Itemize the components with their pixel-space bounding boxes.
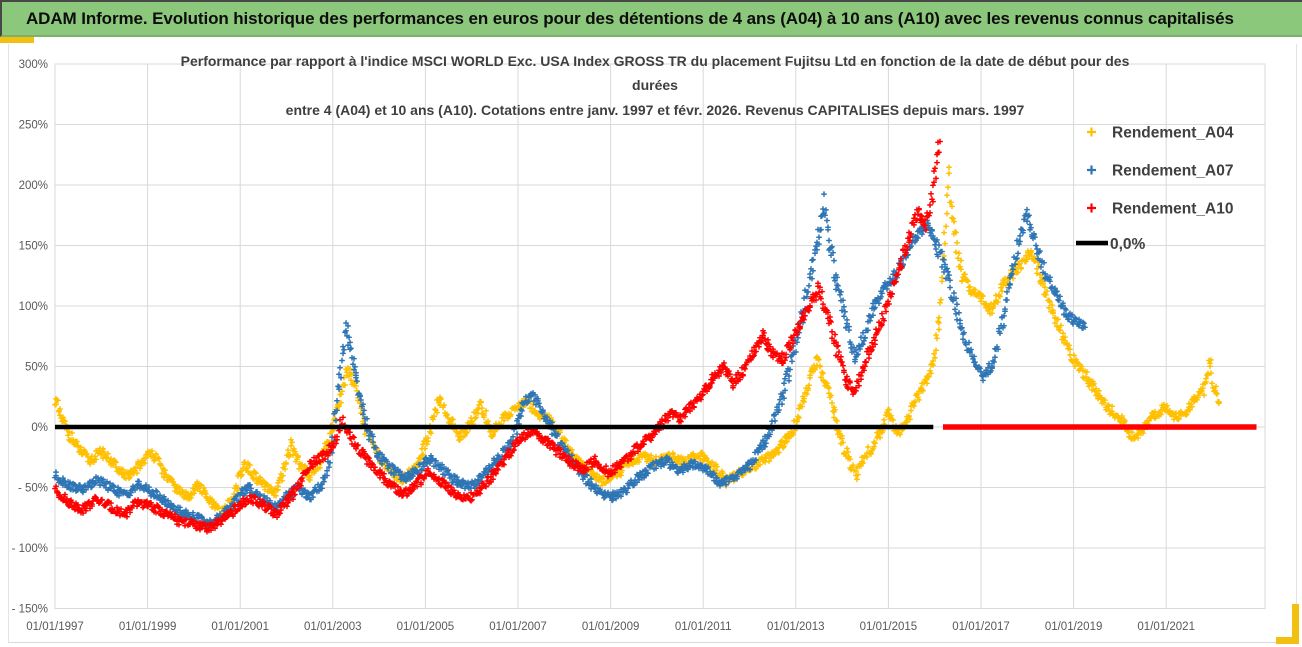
y-axis-tick-label: 50% <box>25 362 48 374</box>
x-axis-tick-label: 01/01/2013 <box>767 621 825 633</box>
axis-labels: 300% 250% 200% 150% 100% 50% 0% - 50% - 100% - 15… <box>12 59 1195 633</box>
legend-item-zero-line: 0,0% <box>1076 236 1146 253</box>
gold-accent-corner-horizontal <box>1276 637 1299 644</box>
x-axis-tick-label: 01/01/2007 <box>489 621 547 633</box>
x-axis-tick-label: 01/01/2011 <box>675 621 732 633</box>
chart-frame-right <box>1296 44 1297 642</box>
y-axis-tick-label: 100% <box>19 301 48 313</box>
plot-area-border <box>54 63 1266 609</box>
series-Rendement_A10 <box>52 138 943 535</box>
legend-item-rendement-a10: Rendement_A10 <box>1087 201 1233 218</box>
gridlines <box>54 63 1265 609</box>
x-axis-tick-label: 01/01/2009 <box>582 621 640 633</box>
chart-title-line2: durées <box>632 77 678 93</box>
scatter-series <box>52 138 1257 535</box>
y-axis-tick-label: 0% <box>31 422 48 434</box>
gold-accent-corner-vertical <box>1292 604 1299 644</box>
chart-frame-left <box>8 44 9 642</box>
x-axis-tick-label: 01/01/2021 <box>1137 621 1195 633</box>
gold-accent-left <box>0 37 34 43</box>
chart-title-line3: entre 4 (A04) et 10 ans (A10). Cotations… <box>286 102 1025 118</box>
chart-frame-bottom <box>8 642 1297 643</box>
plus-marker-icon <box>1087 203 1096 213</box>
y-axis-tick-label: 150% <box>19 241 48 253</box>
chart-title: Performance par rapport à l'indice MSCI … <box>181 53 1130 118</box>
legend-item-label: Rendement_A10 <box>1112 201 1233 218</box>
plus-marker-icon <box>1087 165 1096 175</box>
report-header-bar: ADAM Informe. Evolution historique des p… <box>0 0 1302 37</box>
legend-item-label: Rendement_A07 <box>1112 163 1233 180</box>
y-axis-tick-label: 300% <box>19 59 48 71</box>
x-axis-tick-label: 01/01/2001 <box>211 621 269 633</box>
report-header-title: ADAM Informe. Evolution historique des p… <box>26 8 1234 28</box>
chart-title-line1: Performance par rapport à l'indice MSCI … <box>181 53 1130 69</box>
plus-marker-icon <box>1087 127 1096 137</box>
y-axis-tick-label: 200% <box>19 180 48 192</box>
legend-item-rendement-a04: Rendement_A04 <box>1087 125 1234 142</box>
x-axis-tick-label: 01/01/1997 <box>26 621 84 633</box>
x-axis-tick-label: 01/01/2003 <box>304 621 362 633</box>
legend: Rendement_A04 Rendement_A07 Rendement_A1… <box>1076 125 1234 253</box>
y-axis-tick-label: - 100% <box>12 543 48 555</box>
y-axis-tick-label: - 150% <box>12 604 48 616</box>
y-axis-tick-label: 250% <box>19 120 48 132</box>
y-axis-tick-label: - 50% <box>18 483 48 495</box>
x-axis-tick-label: 01/01/2017 <box>952 621 1010 633</box>
legend-item-rendement-a07: Rendement_A07 <box>1087 163 1233 180</box>
x-axis-tick-label: 01/01/2005 <box>397 621 455 633</box>
series-Rendement_A04 <box>52 164 1222 519</box>
x-axis-tick-label: 01/01/2015 <box>860 621 918 633</box>
x-axis-tick-label: 01/01/2019 <box>1045 621 1103 633</box>
legend-item-label: 0,0% <box>1110 236 1146 253</box>
x-axis-tick-label: 01/01/1999 <box>119 621 177 633</box>
legend-item-label: Rendement_A04 <box>1112 125 1234 142</box>
